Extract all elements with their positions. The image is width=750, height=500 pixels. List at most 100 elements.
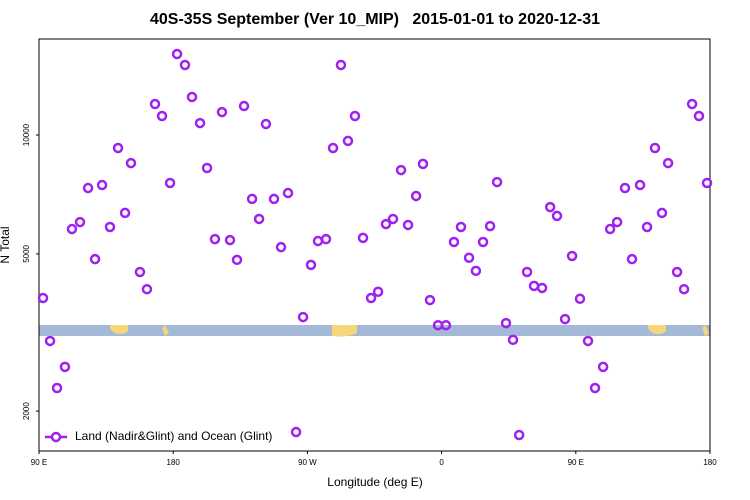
point [171,48,183,60]
point [671,266,683,278]
point [536,282,548,294]
point [290,426,302,438]
point [125,157,137,169]
point [342,135,354,147]
point [417,158,429,170]
point [611,216,623,228]
point [544,201,556,213]
point [96,179,108,191]
y-tick-label: 5000 [22,244,31,262]
point [164,177,176,189]
point [662,157,674,169]
x-tick-label: 90 E [31,458,47,467]
x-tick-label: 180 [703,458,717,467]
point [51,382,63,394]
point [395,164,407,176]
point [365,292,377,304]
point [209,233,221,245]
point [463,252,475,263]
point [327,142,339,154]
point [551,210,563,222]
point [253,213,265,225]
point [275,241,287,253]
point [66,223,78,235]
point [224,234,236,246]
point [410,190,422,202]
point [380,218,392,230]
point [424,294,436,306]
point [701,177,713,189]
point [402,219,414,231]
point [82,182,94,194]
point [448,236,460,248]
point [297,311,309,323]
point [649,142,661,154]
point [693,110,705,122]
point [477,236,489,248]
point [559,313,571,325]
point [37,292,49,304]
point [349,110,361,122]
point [589,382,601,394]
legend-label: Land (Nadir&Glint) and Ocean (Glint) [75,429,272,443]
x-tick-label: 90 E [568,458,584,467]
point [372,286,384,298]
point [201,162,213,174]
point [268,193,280,205]
point [119,207,131,219]
point [194,117,206,129]
plot-frame [38,38,711,452]
point [521,266,533,278]
point [513,429,525,441]
point [186,91,198,103]
point [141,283,153,295]
point [387,213,399,225]
point [440,319,452,331]
point [335,59,347,71]
point [634,179,646,191]
point [238,100,250,112]
y-axis-label: N Total [0,226,12,263]
x-axis-label: Longitude (deg E) [327,475,422,489]
point [357,232,369,244]
y-tick-label: 10000 [22,123,31,146]
point [500,317,512,329]
point [604,223,616,235]
point [231,254,243,266]
point [260,118,272,130]
point [597,361,609,373]
point [641,221,653,233]
point [149,98,161,110]
x-tick-label: 180 [167,458,181,467]
point [246,193,258,205]
point [582,335,594,347]
point [455,221,467,233]
point [320,233,332,245]
point [686,98,698,110]
point [574,293,586,305]
point [59,361,71,373]
point [282,187,294,199]
y-tick-label: 2000 [22,402,31,420]
point [470,265,482,277]
point [179,59,191,71]
point [491,176,503,188]
point [484,220,496,232]
point [156,110,168,122]
point [656,207,668,219]
point [104,221,116,233]
point [305,259,317,271]
point [44,335,56,347]
point [566,250,578,262]
point [112,142,124,154]
point [678,283,690,295]
point [619,182,631,194]
point [312,235,324,247]
point [74,216,86,228]
legend-marker [50,431,62,443]
point [134,266,146,278]
chart-title: 40S-35S September (Ver 10_MIP) 2015-01-0… [150,11,600,28]
point [626,253,638,265]
x-tick-label: 90 W [298,458,317,467]
